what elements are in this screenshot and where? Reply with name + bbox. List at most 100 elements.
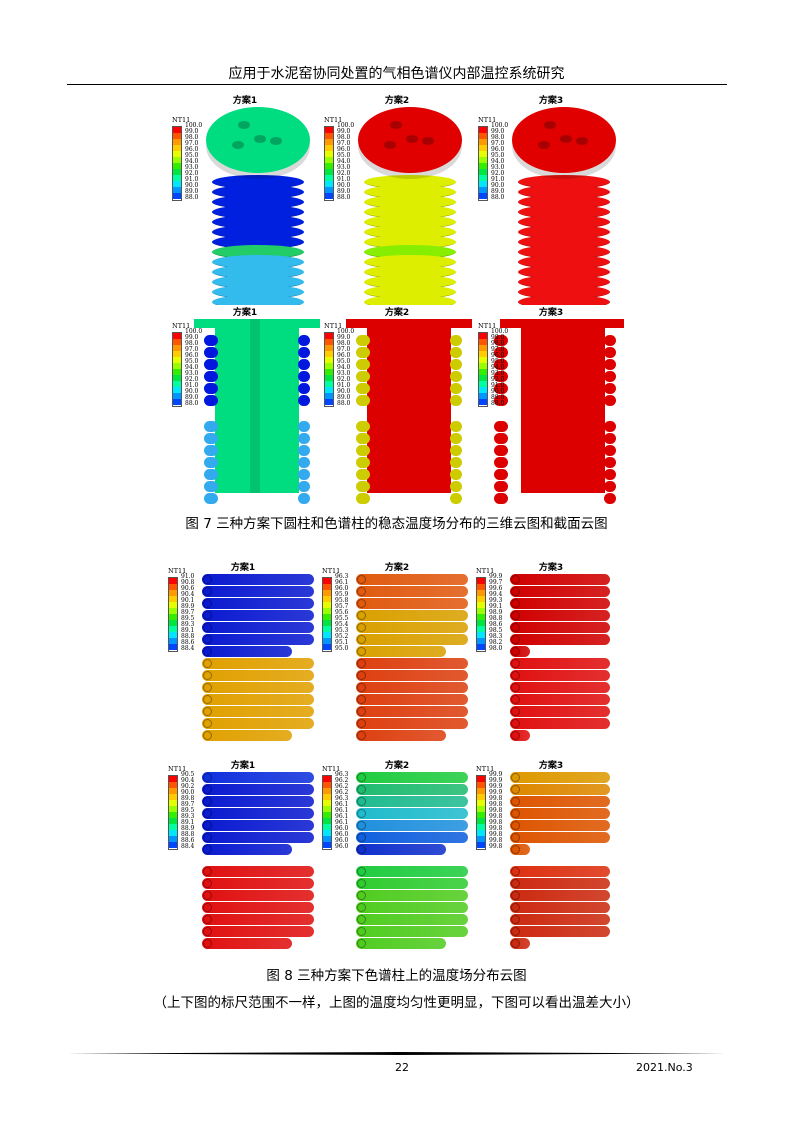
coil-upper xyxy=(356,808,468,819)
legend-value: 96.0 xyxy=(491,351,505,359)
coil-end-icon xyxy=(357,611,366,620)
legend-value: 99.9 xyxy=(489,572,503,580)
coil-end-icon xyxy=(203,809,212,818)
legend-swatch xyxy=(173,338,181,345)
legend-swatch xyxy=(479,192,487,199)
coil-lower xyxy=(510,706,610,717)
legend-body: 100.0 99.0 98.0 97.0 96.0 95.0 94.0 93.0 92.0 91.… xyxy=(172,122,202,201)
disc-hole xyxy=(384,141,396,149)
coil-upper xyxy=(202,610,314,621)
legend-color-bar xyxy=(478,125,488,201)
legend-swatch xyxy=(479,380,487,387)
legend-value: 89.0 xyxy=(185,187,199,195)
legend-swatch xyxy=(325,356,333,363)
legend-value: 89.5 xyxy=(181,614,195,622)
legend-value: 92.0 xyxy=(491,169,505,177)
coil-upper xyxy=(356,820,468,831)
legend-swatch xyxy=(479,392,487,399)
panel-title: 方案2 xyxy=(384,563,410,573)
legend-value: 96.0 xyxy=(185,351,199,359)
coil-end-icon xyxy=(511,671,520,680)
legend-value: 100.0 xyxy=(337,121,355,129)
legend-value: 90.0 xyxy=(181,788,195,796)
legend-value: 96.0 xyxy=(335,824,349,832)
legend-value: 98.6 xyxy=(489,620,503,628)
coil-section-left xyxy=(204,347,218,358)
legend-swatch xyxy=(477,793,485,800)
legend-values: 100.0 99.0 98.0 97.0 96.0 95.0 94.0 93.0 92.0 91.… xyxy=(337,121,355,201)
legend-values: 100.0 99.0 98.0 97.0 96.0 95.0 94.0 93.0 92.0 91.… xyxy=(491,328,508,407)
legend-value: 100.0 xyxy=(337,327,355,335)
coil-section-right xyxy=(298,383,310,394)
legend-label: NT11 xyxy=(172,322,191,330)
coil-end-icon xyxy=(203,719,212,728)
coil-lower xyxy=(202,694,314,705)
coil-upper xyxy=(356,784,468,795)
coil-end-icon xyxy=(511,707,520,716)
coil-section-right xyxy=(450,445,462,456)
coil-end-icon xyxy=(357,671,366,680)
coil-end-icon xyxy=(511,891,520,900)
coil-end-icon xyxy=(357,599,366,608)
coil-lower xyxy=(202,706,314,717)
coil-section-left xyxy=(494,469,508,480)
color-legend: NT11 96.3 96.1 96.0 95.9 95.8 95.7 95.6 95.5 95.4… xyxy=(322,568,348,652)
legend-value: 94.0 xyxy=(337,363,351,371)
legend-value: 91.0 xyxy=(337,381,351,389)
legend-value: 96.2 xyxy=(335,788,349,796)
figure-8-caption: 图 8 三种方案下色谱柱上的温度场分布云图 xyxy=(266,968,527,984)
legend-value: 90.4 xyxy=(181,776,195,784)
legend-color-bar xyxy=(476,774,486,850)
legend-value: 95.9 xyxy=(335,590,349,598)
coil-lower xyxy=(202,670,314,681)
coil-end-icon xyxy=(511,599,520,608)
coil-section-right xyxy=(604,383,616,394)
legend-swatch xyxy=(169,829,177,836)
legend-swatch xyxy=(173,374,181,381)
coil-section-left xyxy=(356,347,370,358)
footer-rule xyxy=(67,1052,727,1055)
legend-swatch xyxy=(169,595,177,602)
coil-lower xyxy=(356,718,468,729)
disc-hole xyxy=(232,141,244,149)
legend-value: 90.5 xyxy=(181,770,195,778)
legend-value: 96.0 xyxy=(335,830,349,838)
legend-value: 99.0 xyxy=(185,127,199,135)
legend-value: 88.0 xyxy=(337,193,351,201)
legend-swatch xyxy=(169,619,177,626)
legend-color-bar xyxy=(168,576,178,652)
legend-swatch xyxy=(325,368,333,375)
legend-swatch xyxy=(325,386,333,393)
legend-swatch xyxy=(477,781,485,788)
panel-title: 方案3 xyxy=(538,761,564,771)
legend-swatch xyxy=(169,811,177,818)
legend-swatch xyxy=(169,781,177,788)
legend-swatch xyxy=(173,380,181,387)
legend-swatch xyxy=(477,595,485,602)
legend-value: 94.0 xyxy=(337,157,351,165)
legend-swatch xyxy=(173,138,181,145)
disc-hole xyxy=(576,137,588,145)
legend-body: 100.0 99.0 98.0 97.0 96.0 95.0 94.0 93.0 92.0 91.… xyxy=(478,328,508,407)
legend-value: 94.0 xyxy=(491,363,505,371)
coil-lower xyxy=(202,914,314,925)
coil-section-right xyxy=(298,347,310,358)
coil-end-icon xyxy=(511,939,520,948)
legend-swatch xyxy=(479,174,487,181)
legend-value: 88.6 xyxy=(181,836,195,844)
legend-swatch xyxy=(477,835,485,842)
coil-section-right xyxy=(604,371,616,382)
legend-value: 99.0 xyxy=(491,127,505,135)
coil-section-right xyxy=(450,383,462,394)
legend-value: 89.8 xyxy=(181,794,195,802)
legend-value: 98.0 xyxy=(491,339,505,347)
legend-swatch xyxy=(477,829,485,836)
figure-8-panel: 方案2 NT11 96.3 96.2 96.2 96.2 96.3 96.1 96.1 96.1 9… xyxy=(322,758,472,949)
coil-section-right xyxy=(604,457,616,468)
legend-label: NT11 xyxy=(172,116,191,124)
coil-lower xyxy=(202,866,314,877)
coil-section-right xyxy=(450,493,462,504)
panel-title: 方案1 xyxy=(232,308,258,318)
coil-end-icon xyxy=(511,647,520,656)
coil-end-icon xyxy=(511,915,520,924)
